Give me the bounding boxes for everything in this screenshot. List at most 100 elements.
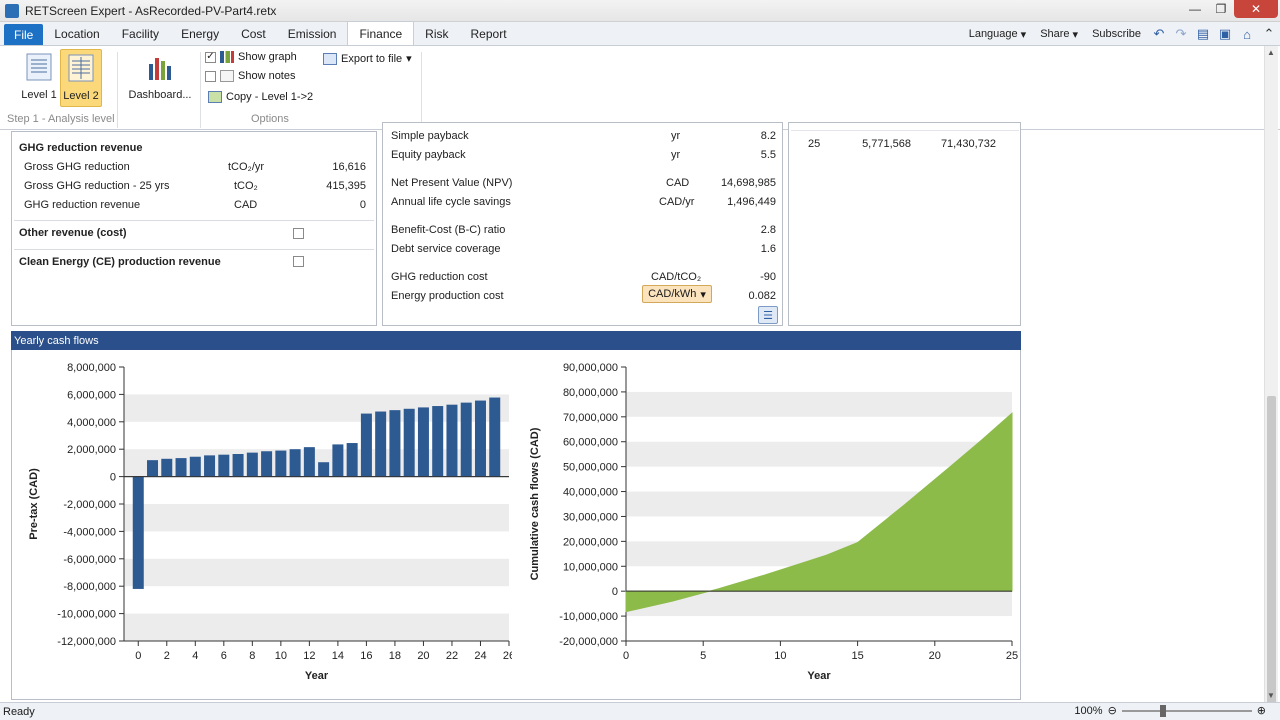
ghg-row-label: Gross GHG reduction <box>24 161 130 173</box>
tab-finance[interactable]: Finance <box>347 21 415 45</box>
close-button[interactable]: ✕ <box>1234 0 1278 18</box>
zoom-in-icon[interactable]: ⊕ <box>1256 705 1266 717</box>
toolbox-icon[interactable]: ⌂ <box>1243 26 1251 42</box>
vertical-scrollbar[interactable]: ▲ ▼ <box>1264 46 1278 711</box>
table-row-partial <box>791 123 1019 131</box>
scroll-down-icon[interactable]: ▼ <box>1267 691 1275 700</box>
undo-icon[interactable]: ↶ <box>1153 26 1165 41</box>
language-menu[interactable]: Language ▾ <box>962 28 1033 41</box>
show-graph-checkbox[interactable]: ✓ <box>205 51 216 63</box>
bar <box>360 413 372 477</box>
save-icon[interactable]: ▣ <box>1218 26 1232 41</box>
details-button[interactable]: ☰ <box>758 306 778 324</box>
bar <box>275 450 287 477</box>
zoom-out-icon[interactable]: ⊖ <box>1107 705 1117 717</box>
metric-label: Simple payback <box>391 130 469 142</box>
table-cell-cumulative: 71,430,732 <box>940 138 996 150</box>
metric-label: Annual life cycle savings <box>391 196 511 208</box>
other-revenue-checkbox[interactable] <box>293 228 304 239</box>
bar <box>432 406 444 477</box>
cumulative-area <box>625 412 1013 613</box>
list-icon: ☰ <box>763 309 773 322</box>
chevron-down-icon: ▾ <box>700 288 706 301</box>
ribbon: Level 1 Level 2 Dashboard... ✓ Show grap… <box>0 46 1280 130</box>
copy-level-button[interactable]: Copy - Level 1->2 <box>208 91 313 103</box>
y-tick-label: -6,000,000 <box>63 554 116 566</box>
level1-label: Level 1 <box>21 89 57 101</box>
scroll-up-icon[interactable]: ▲ <box>1267 48 1275 57</box>
currency-unit-dropdown[interactable]: CAD/kWh ▾ <box>642 285 712 303</box>
x-tick-label: 4 <box>192 650 198 662</box>
tab-file[interactable]: File <box>4 24 44 45</box>
y-tick-label: -8,000,000 <box>63 581 116 593</box>
table-cell-pretax: 5,771,568 <box>862 138 911 150</box>
metric-label: GHG reduction cost <box>391 271 488 283</box>
show-notes-checkbox[interactable] <box>205 70 216 82</box>
export-to-file-button[interactable]: Export to file ▾ <box>323 52 412 65</box>
grid-band <box>124 394 509 422</box>
share-menu[interactable]: Share ▾ <box>1033 28 1085 41</box>
y-tick-label: -12,000,000 <box>57 636 116 648</box>
y-tick-label: -10,000,000 <box>57 609 116 621</box>
dashboard-button[interactable]: Dashboard... <box>126 52 194 101</box>
show-notes-option[interactable]: Show notes <box>205 70 295 82</box>
scrollbar-thumb[interactable] <box>1267 396 1276 711</box>
level1-button[interactable]: Level 1 <box>19 52 59 101</box>
bar <box>132 476 144 589</box>
yearly-cash-flows-body: 8,000,000 6,000,000 4,000,000 2,000,000 0 -2,… <box>11 350 1021 700</box>
tab-location[interactable]: Location <box>54 27 100 41</box>
title-bar: RETScreen Expert - AsRecorded-PV-Part4.r… <box>0 0 1280 22</box>
minimize-button[interactable]: — <box>1189 2 1201 16</box>
y-tick-label: 0 <box>612 586 618 598</box>
yearly-cash-flows-title: Yearly cash flows <box>14 334 99 347</box>
clean-energy-checkbox[interactable] <box>293 256 304 267</box>
divider <box>14 220 374 221</box>
zoom-slider-thumb[interactable] <box>1159 704 1166 717</box>
chart-icon <box>220 51 234 63</box>
bar <box>460 402 472 477</box>
chevron-down-icon: ▾ <box>406 53 412 65</box>
x-tick-label: 24 <box>474 650 486 662</box>
grid-band <box>626 441 1012 467</box>
metric-label: Debt service coverage <box>391 243 501 255</box>
layout-icon[interactable]: ▤ <box>1196 26 1210 41</box>
tab-facility[interactable]: Facility <box>121 27 160 41</box>
y-tick-label: 10,000,000 <box>563 561 618 573</box>
level2-icon <box>68 54 94 82</box>
bar <box>232 453 244 477</box>
show-graph-option[interactable]: ✓ Show graph <box>205 51 297 63</box>
x-tick-label: 20 <box>417 650 429 662</box>
y-tick-label: 8,000,000 <box>67 362 116 374</box>
tab-report[interactable]: Report <box>470 27 507 41</box>
pretax-bar-chart: 8,000,000 6,000,000 4,000,000 2,000,000 0 -2,… <box>28 362 512 682</box>
x-tick-label: 22 <box>446 650 458 662</box>
table-cell-year: 25 <box>808 138 821 150</box>
collapse-ribbon-icon[interactable]: ⌃ <box>1263 26 1275 41</box>
metric-value: 1,496,449 <box>727 196 776 208</box>
bar <box>289 449 301 477</box>
x-tick-label: 0 <box>623 650 629 662</box>
other-revenue-label: Other revenue (cost) <box>19 227 127 239</box>
restore-button[interactable]: ❐ <box>1215 2 1227 16</box>
grid-band <box>626 391 1012 417</box>
grid-band <box>124 449 509 477</box>
tab-risk[interactable]: Risk <box>425 27 449 41</box>
chevron-down-icon: ▾ <box>1072 28 1079 41</box>
tab-emission[interactable]: Emission <box>287 27 337 41</box>
y-tick-label: 90,000,000 <box>563 362 618 374</box>
tab-energy[interactable]: Energy <box>181 27 220 41</box>
grid-band <box>124 613 509 641</box>
bar <box>375 411 387 477</box>
subscribe-button[interactable]: Subscribe <box>1085 28 1148 40</box>
tab-cost[interactable]: Cost <box>241 27 266 41</box>
redo-icon[interactable]: ↷ <box>1175 26 1187 41</box>
zoom-slider[interactable] <box>1121 704 1252 717</box>
grid-band <box>124 504 509 532</box>
x-tick-label: 10 <box>774 650 786 662</box>
y-tick-label: -10,000,000 <box>559 611 618 623</box>
level2-button[interactable]: Level 2 <box>60 49 102 107</box>
cashflow-table-panel: 25 5,771,568 71,430,732 <box>788 122 1021 326</box>
y-tick-label: -2,000,000 <box>63 499 116 511</box>
grid-band <box>124 558 509 587</box>
metric-value: -90 <box>760 271 776 283</box>
